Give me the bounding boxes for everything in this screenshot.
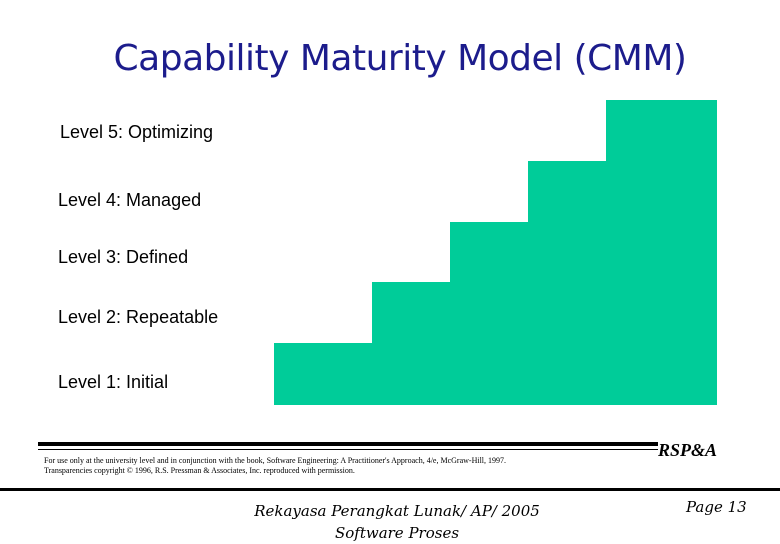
level-2-label: Level 2: Repeatable (58, 307, 219, 327)
footer-course-title: Rekayasa Perangkat Lunak/ AP/ 2005 (254, 502, 540, 520)
footer-course-info: Rekayasa Perangkat Lunak/ AP/ 2005 Softw… (232, 500, 562, 544)
copyright-rule-thick (38, 442, 658, 446)
level-4-label: Level 4: Managed (58, 190, 202, 210)
footer-topic: Software Proses (334, 524, 460, 542)
step-level-1 (274, 343, 717, 405)
rspa-logo-text: RSP&A (657, 440, 717, 460)
level-5-label: Level 5: Optimizing (60, 122, 214, 142)
copyright-line-1: For use only at the university level and… (44, 456, 507, 465)
footer-rule (0, 488, 780, 491)
level-3-label: Level 3: Defined (58, 247, 189, 267)
slide-title: Capability Maturity Model (CMM) (113, 38, 687, 79)
step-level-3 (450, 222, 717, 283)
step-level-4 (528, 161, 717, 223)
rspa-logo-icon: RSP&A (657, 440, 717, 460)
level-1-label: Level 1: Initial (58, 372, 169, 392)
page-number: Page 13 (686, 498, 747, 516)
copyright-line-2: Transparencies copyright © 1996, R.S. Pr… (44, 466, 355, 475)
step-level-2 (372, 282, 717, 344)
copyright-notice: For use only at the university level and… (44, 456, 664, 476)
copyright-rule-thin (38, 449, 658, 450)
step-level-5 (606, 100, 717, 162)
